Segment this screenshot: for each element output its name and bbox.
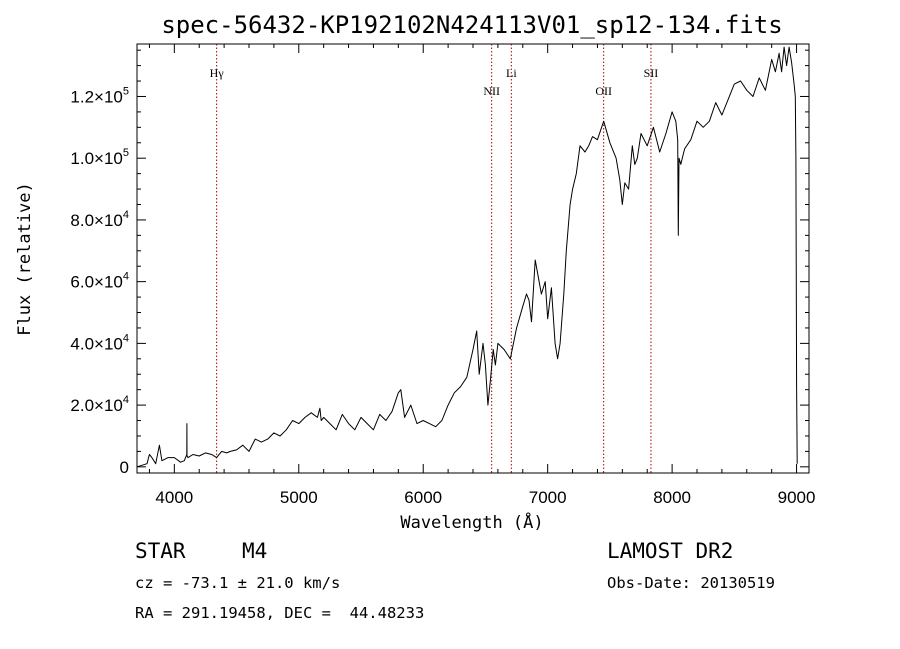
survey-label: LAMOST DR2: [607, 539, 734, 563]
line-marker-label: OII: [595, 84, 612, 98]
x-axis-label: Wavelength (Å): [400, 511, 543, 533]
x-tick-label: 4000: [155, 488, 193, 507]
y-axis-label: Flux (relative): [15, 182, 35, 336]
y-tick-label: 8.0×104: [70, 209, 129, 230]
object-subclass: M4: [242, 539, 268, 563]
chart-title: spec-56432-KP192102N424113V01_sp12-134.f…: [161, 11, 782, 39]
y-tick-label: 0: [120, 458, 129, 477]
y-tick-label: 1.0×105: [70, 147, 129, 168]
line-marker-label: Hγ: [210, 66, 225, 80]
y-tick-label: 1.2×105: [70, 85, 129, 106]
x-tick-label: 9000: [778, 488, 816, 507]
redshift-cz: cz = -73.1 ± 21.0 km/s: [135, 574, 341, 592]
x-tick-label: 6000: [404, 488, 442, 507]
observation-date: Obs-Date: 20130519: [607, 574, 775, 592]
line-marker-label: SII: [644, 66, 659, 80]
object-class: STAR: [135, 539, 186, 563]
spectrum-line: [136, 46, 798, 468]
x-tick-label: 7000: [529, 488, 567, 507]
plot-frame: [136, 43, 810, 474]
line-marker-label: Li: [506, 66, 517, 80]
y-tick-label: 2.0×104: [70, 394, 129, 415]
line-marker-label: NII: [483, 84, 500, 98]
x-tick-label: 5000: [280, 488, 318, 507]
x-tick-label: 8000: [653, 488, 691, 507]
y-tick-label: 6.0×104: [70, 271, 129, 292]
ra-dec-coordinates: RA = 291.19458, DEC = 44.48233: [135, 604, 425, 622]
y-tick-label: 4.0×104: [70, 332, 129, 353]
